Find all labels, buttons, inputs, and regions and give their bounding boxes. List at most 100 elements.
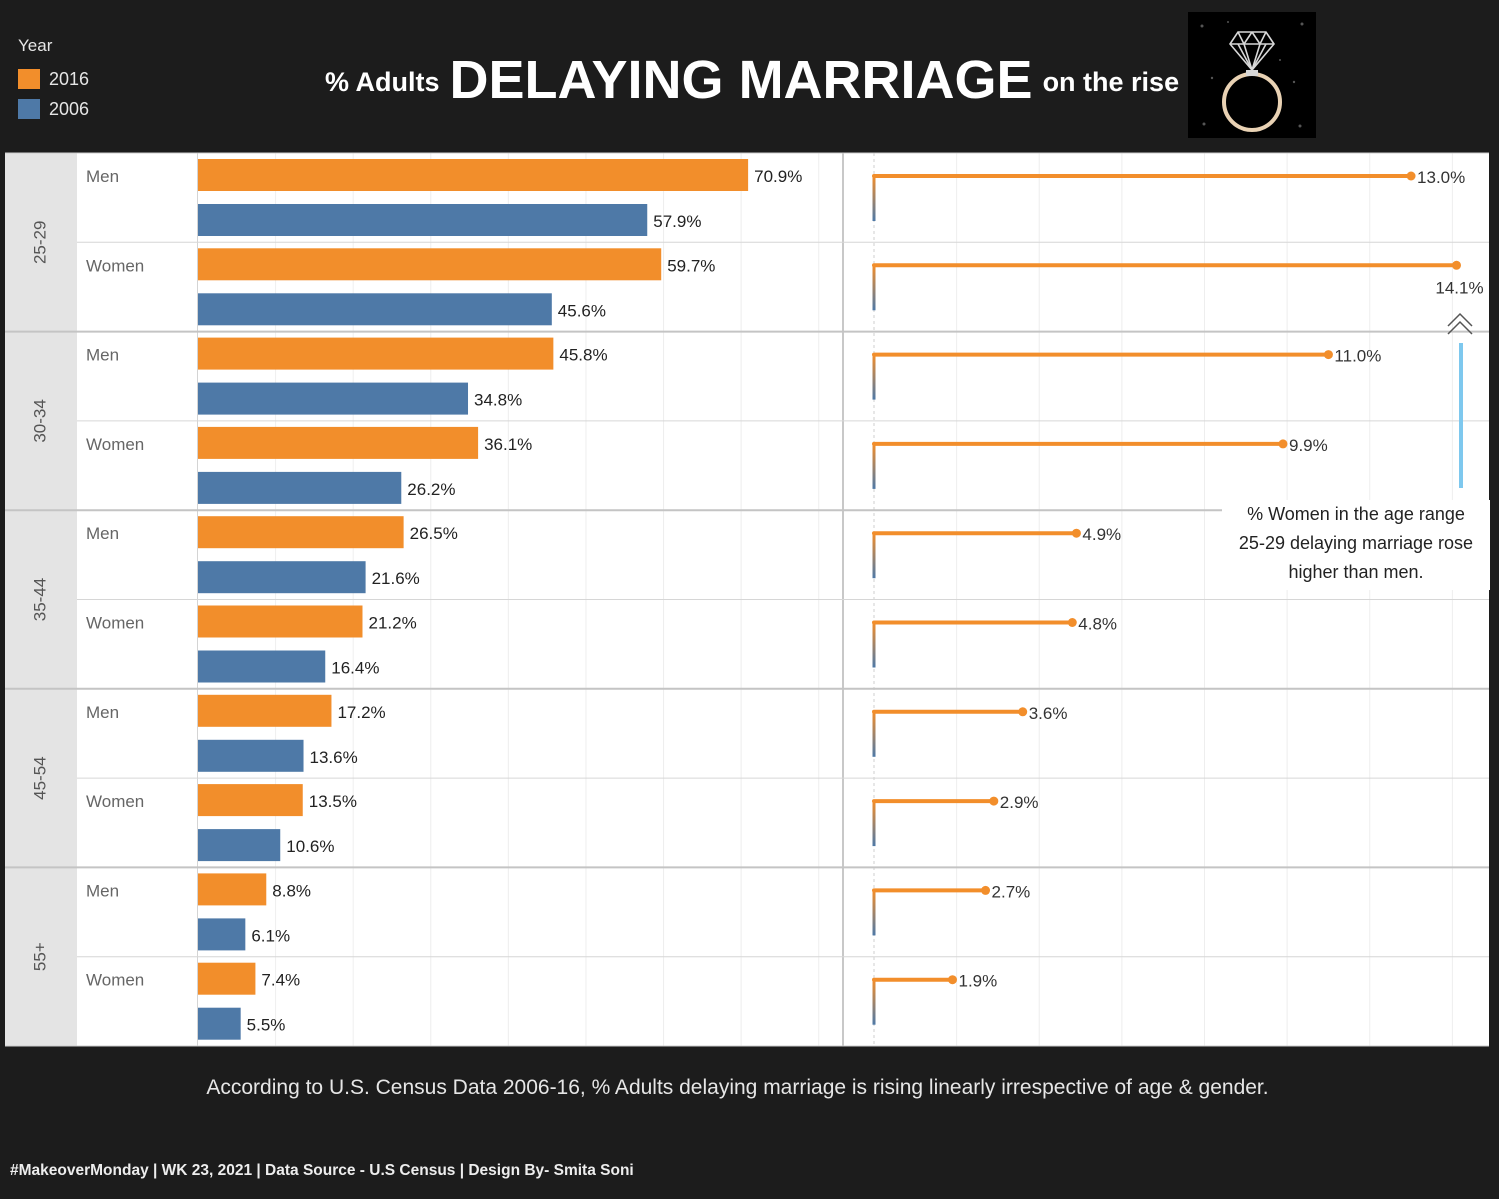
change-label-55+-women: 1.9% xyxy=(958,972,997,991)
bar-label-2006-55+-men: 6.1% xyxy=(251,926,290,945)
gender-label-25-29-women: Women xyxy=(86,256,144,275)
bar-2016-55+-women xyxy=(198,962,256,995)
bar-2006-25-29-women xyxy=(198,293,552,326)
chart: 25-29 Men 70.9% 57.9% 13.0% Women 59.7% 45.6% 14… xyxy=(5,152,1489,1047)
bar-label-2006-25-29-men: 57.9% xyxy=(653,212,701,231)
bar-label-2006-35-44-women: 16.4% xyxy=(331,659,379,678)
change-stem-30-34-women xyxy=(872,443,876,489)
change-label-25-29-men: 13.0% xyxy=(1417,168,1465,187)
change-label-30-34-men: 11.0% xyxy=(1334,347,1381,366)
bar-label-2006-45-54-men: 13.6% xyxy=(310,748,358,767)
bar-2006-45-54-women xyxy=(198,829,281,862)
change-dot-25-29-women xyxy=(1452,260,1461,270)
legend: Year 2016 2006 xyxy=(18,36,89,124)
gender-label-25-29-men: Men xyxy=(86,167,119,186)
bar-2006-30-34-women xyxy=(198,471,402,504)
bar-label-2016-35-44-women: 21.2% xyxy=(368,614,416,633)
change-label-55+-men: 2.7% xyxy=(992,882,1031,901)
annotation-line-1: % Women in the age range xyxy=(1247,504,1465,524)
bar-label-2016-55+-men: 8.8% xyxy=(272,881,311,900)
change-stem-30-34-men xyxy=(872,354,876,400)
bar-label-2016-35-44-men: 26.5% xyxy=(410,524,458,543)
gender-label-55+-men: Men xyxy=(86,881,119,900)
age-label-25-29: 25-29 xyxy=(30,221,49,264)
gender-label-35-44-men: Men xyxy=(86,524,119,543)
change-stem-35-44-men xyxy=(872,533,876,579)
change-stem-55+-women xyxy=(872,979,876,1025)
age-label-35-44: 35-44 xyxy=(30,578,49,621)
change-label-35-44-men: 4.9% xyxy=(1082,525,1121,544)
bar-label-2016-45-54-women: 13.5% xyxy=(309,792,357,811)
change-dot-55+-women xyxy=(947,975,957,985)
title-prefix: % Adults xyxy=(325,67,440,97)
age-label-55+: 55+ xyxy=(30,942,49,971)
change-dot-35-44-women xyxy=(1067,618,1077,627)
bar-label-2016-45-54-men: 17.2% xyxy=(337,703,385,722)
bar-label-2016-30-34-women: 36.1% xyxy=(484,435,532,454)
bar-label-2016-55+-women: 7.4% xyxy=(261,971,300,990)
gender-label-45-54-men: Men xyxy=(86,703,119,722)
bar-label-2006-45-54-women: 10.6% xyxy=(286,837,334,856)
bar-2006-25-29-men xyxy=(198,204,648,236)
chevron-up-icon xyxy=(1447,312,1473,327)
change-dot-35-44-men xyxy=(1071,528,1081,538)
title-suffix: on the rise xyxy=(1042,67,1180,97)
change-dot-45-54-men xyxy=(1018,707,1028,717)
change-label-45-54-women: 2.9% xyxy=(1000,793,1039,812)
bar-label-2006-55+-women: 5.5% xyxy=(247,1016,286,1035)
bar-2016-30-34-men xyxy=(198,337,554,370)
change-stem-25-29-men xyxy=(872,176,876,221)
gender-label-35-44-women: Women xyxy=(86,614,144,633)
annotation-line-3: higher than men. xyxy=(1288,562,1424,582)
bar-2006-35-44-men xyxy=(198,561,366,594)
bar-label-2006-30-34-men: 34.8% xyxy=(474,391,522,410)
bar-2006-30-34-men xyxy=(198,382,469,415)
annotation-box: % Women in the age range 25-29 delaying … xyxy=(1222,500,1490,590)
bar-2006-55+-men xyxy=(198,918,246,951)
bar-2016-25-29-men xyxy=(198,159,749,191)
bar-label-2006-25-29-women: 45.6% xyxy=(558,301,606,320)
gender-label-55+-women: Women xyxy=(86,971,144,990)
change-dot-30-34-women xyxy=(1278,439,1288,449)
change-stem-45-54-men xyxy=(872,711,876,757)
bar-2006-35-44-women xyxy=(198,650,326,683)
footer-credits: #MakeoverMonday | WK 23, 2021 | Data Sou… xyxy=(10,1162,634,1179)
change-stem-25-29-women xyxy=(872,265,876,311)
annotation-line-2: 25-29 delaying marriage rose xyxy=(1238,533,1474,553)
change-label-30-34-women: 9.9% xyxy=(1289,436,1328,455)
gender-label-30-34-men: Men xyxy=(86,346,119,365)
legend-swatch-2016 xyxy=(18,69,40,89)
legend-label-2006: 2006 xyxy=(49,98,90,119)
conclusion-text: According to U.S. Census Data 2006-16, %… xyxy=(206,1076,1269,1099)
gender-label-30-34-women: Women xyxy=(86,435,144,454)
change-dot-25-29-men xyxy=(1406,171,1416,181)
bar-2016-55+-men xyxy=(198,873,267,906)
title-main: DELAYING MARRIAGE xyxy=(449,50,1033,110)
change-dot-45-54-women xyxy=(989,796,999,806)
bar-label-2006-30-34-women: 26.2% xyxy=(407,480,455,499)
legend-title: Year xyxy=(18,36,53,55)
chevron-up-icon xyxy=(1447,320,1473,335)
legend-label-2016: 2016 xyxy=(49,68,90,89)
bar-2016-45-54-women xyxy=(198,784,303,817)
change-stem-45-54-women xyxy=(872,801,876,847)
legend-item-2006[interactable]: 2006 xyxy=(18,94,89,124)
bar-2016-30-34-women xyxy=(198,426,479,459)
change-dot-30-34-men xyxy=(1323,350,1333,360)
legend-swatch-2006 xyxy=(18,99,40,119)
change-label-45-54-men: 3.6% xyxy=(1029,704,1068,723)
age-header-column xyxy=(5,153,77,1046)
age-label-30-34: 30-34 xyxy=(30,399,49,442)
gender-label-45-54-women: Women xyxy=(86,792,144,811)
bar-2006-55+-women xyxy=(198,1007,241,1040)
change-label-35-44-women: 4.8% xyxy=(1078,615,1117,634)
page-title: % Adults DELAYING MARRIAGE on the rise xyxy=(325,40,1179,110)
legend-item-2016[interactable]: 2016 xyxy=(18,64,89,94)
bar-label-2016-25-29-men: 70.9% xyxy=(754,167,802,186)
bar-2016-45-54-men xyxy=(198,694,332,727)
bar-2016-25-29-women xyxy=(198,248,662,281)
change-stem-35-44-women xyxy=(872,622,876,668)
age-label-45-54: 45-54 xyxy=(30,756,49,799)
bar-2016-35-44-men xyxy=(198,516,404,549)
bar-2016-35-44-women xyxy=(198,605,363,638)
